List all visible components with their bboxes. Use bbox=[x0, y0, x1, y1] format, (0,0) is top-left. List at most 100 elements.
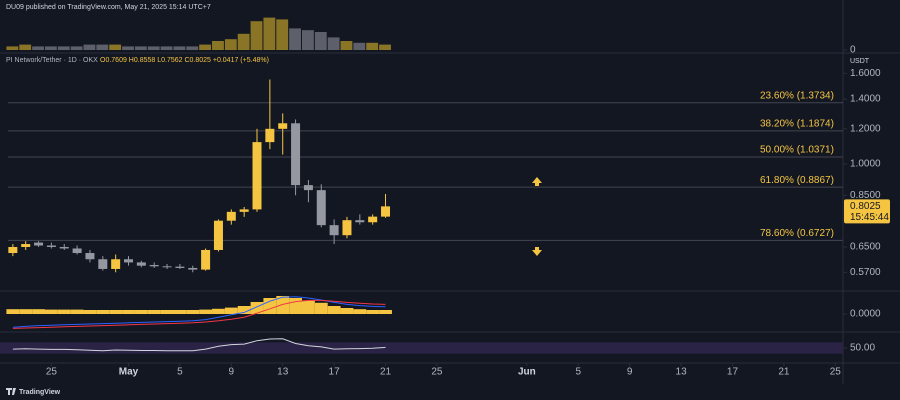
candle-body bbox=[226, 211, 236, 221]
volume-bar bbox=[327, 37, 340, 50]
volume-bar bbox=[109, 44, 122, 50]
x-tick-label: 25 bbox=[46, 367, 58, 378]
histogram-bar bbox=[353, 309, 367, 314]
histogram-bar bbox=[301, 300, 315, 314]
volume-bar bbox=[6, 46, 19, 50]
volume-bar bbox=[83, 44, 96, 50]
histogram-bar bbox=[19, 309, 33, 314]
volume-bar bbox=[301, 30, 314, 50]
histogram-bar bbox=[212, 308, 225, 314]
y-tick-label: 0.0000 bbox=[850, 309, 881, 320]
histogram-bar bbox=[186, 310, 200, 314]
volume-bar bbox=[186, 46, 199, 50]
histogram-bar bbox=[314, 302, 328, 314]
fib-level-label: 61.80% (0.8867) bbox=[760, 175, 834, 186]
x-tick-label: 13 bbox=[277, 367, 289, 378]
candle-body bbox=[188, 267, 198, 270]
countdown-label: 15:45:44 bbox=[850, 212, 889, 223]
candle-body bbox=[21, 244, 31, 247]
volume-bar bbox=[19, 44, 32, 50]
histogram-bar bbox=[237, 306, 251, 314]
candle-body bbox=[175, 266, 185, 268]
rsi-band bbox=[0, 342, 843, 354]
x-tick-label: 21 bbox=[778, 367, 790, 378]
volume-bar bbox=[134, 46, 147, 50]
volume-bar bbox=[173, 46, 186, 50]
x-tick-label: 25 bbox=[431, 367, 443, 378]
y-tick-label: 0.5700 bbox=[850, 267, 881, 278]
histogram-bar bbox=[134, 310, 148, 314]
candle-body bbox=[201, 249, 211, 270]
y-tick-label: 50.00 bbox=[850, 343, 875, 354]
volume-bar bbox=[314, 32, 327, 50]
histogram-bar bbox=[289, 298, 302, 314]
histogram-bar bbox=[366, 310, 380, 314]
fib-level-label: 50.00% (1.0371) bbox=[760, 145, 834, 156]
histogram-bar bbox=[340, 308, 354, 314]
fib-level-label: 38.20% (1.1874) bbox=[760, 118, 834, 129]
candle-body bbox=[46, 245, 56, 247]
volume-bar bbox=[147, 46, 160, 50]
histogram-bar bbox=[327, 306, 341, 314]
x-tick-label: 9 bbox=[229, 367, 235, 378]
logo-icon bbox=[6, 388, 16, 395]
indicator-line bbox=[12, 299, 386, 329]
candle-body bbox=[278, 123, 288, 129]
candle-body bbox=[59, 246, 69, 249]
histogram-bar bbox=[57, 309, 71, 314]
candle-body bbox=[291, 123, 301, 186]
x-tick-label: 5 bbox=[177, 367, 183, 378]
x-tick-label: 21 bbox=[380, 367, 392, 378]
candle-body bbox=[8, 246, 18, 254]
candle-body bbox=[355, 220, 365, 223]
volume-bar bbox=[276, 19, 289, 50]
histogram-bar bbox=[96, 310, 110, 314]
y-tick-label: 0.8500 bbox=[850, 190, 881, 201]
candle-body bbox=[213, 220, 223, 250]
candle-body bbox=[124, 259, 134, 263]
last-price-box bbox=[844, 199, 890, 224]
volume-bar bbox=[366, 42, 379, 50]
volume-bar bbox=[340, 41, 353, 50]
volume-bar bbox=[212, 41, 224, 50]
volume-bar bbox=[57, 46, 70, 50]
histogram-bar bbox=[147, 310, 161, 314]
histogram-bar bbox=[70, 309, 84, 314]
histogram-bar bbox=[32, 309, 45, 314]
candle-body bbox=[72, 248, 82, 254]
volume-bar bbox=[379, 44, 391, 50]
volume-bar bbox=[160, 46, 173, 50]
candle-body bbox=[316, 190, 326, 226]
candle-body bbox=[239, 209, 249, 212]
volume-bar bbox=[224, 39, 237, 50]
ohlc-text: O0.7609 H0.8558 L0.7562 C0.8025 +0.0417 … bbox=[100, 57, 269, 64]
candle-body bbox=[98, 259, 108, 269]
histogram-bar bbox=[122, 310, 135, 314]
histogram-bar bbox=[199, 309, 213, 314]
y-tick-label: 0.6500 bbox=[850, 242, 881, 253]
y-tick-label: 1.6000 bbox=[850, 68, 881, 79]
histogram-bar bbox=[276, 296, 290, 314]
candle-body bbox=[252, 142, 262, 210]
fib-level-label: 23.60% (1.3734) bbox=[760, 90, 834, 101]
x-tick-label: 9 bbox=[627, 367, 633, 378]
arrow-up-icon bbox=[532, 177, 542, 186]
candle-body bbox=[342, 220, 352, 236]
candle-body bbox=[303, 185, 313, 191]
x-tick-label: 17 bbox=[727, 367, 739, 378]
last-price-label: 0.8025 bbox=[850, 201, 881, 212]
volume-bar bbox=[199, 44, 212, 50]
symbol-title: PI Network/Tether · 1D · OKX bbox=[6, 57, 98, 64]
y-tick-label: 1.4000 bbox=[850, 94, 881, 105]
histogram-bar bbox=[263, 298, 277, 314]
logo-text: TradingView bbox=[19, 389, 61, 396]
volume-bar bbox=[250, 21, 263, 50]
candle-body bbox=[85, 253, 95, 260]
histogram-bar bbox=[173, 310, 187, 314]
candle-body bbox=[111, 259, 121, 269]
y-tick-label: 1.0000 bbox=[850, 159, 881, 170]
fib-level-label: 78.60% (0.6727) bbox=[760, 228, 834, 239]
x-tick-label: 17 bbox=[329, 367, 341, 378]
rsi-line bbox=[12, 338, 386, 352]
